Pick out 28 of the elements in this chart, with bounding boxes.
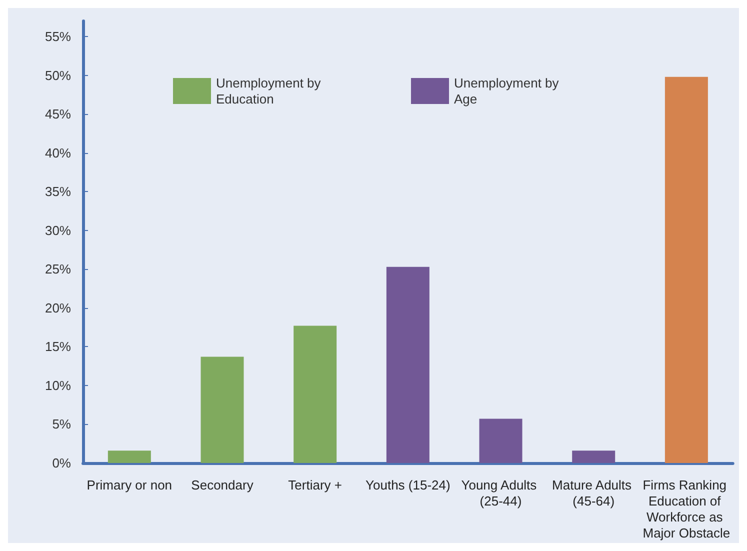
y-tick-label: 15% [44,339,72,354]
y-tick-label: 10% [44,378,72,393]
x-tick-label: Tertiary + [288,478,342,492]
y-tick-label: 5% [52,416,72,432]
y-tick-label: 50% [44,68,72,83]
x-tick-label: Primary or non [86,478,172,492]
y-tick-label: 55% [44,29,72,44]
bar [294,326,337,463]
y-tick-label: 40% [44,145,72,160]
y-tick-label: 25% [44,262,72,277]
bar [108,450,151,463]
x-tick-label: Young Adults (25-44) [461,478,540,508]
legend-label: Unemployment by Age [454,76,562,106]
y-tick-label: 0% [52,456,72,470]
bar [479,418,522,463]
x-tick-label: Firms Ranking Education of Workforce as Major Obstacle [642,478,730,540]
y-tick-label: 45% [44,106,72,122]
bar [386,266,430,463]
legend-label: Unemployment by Education [216,76,324,106]
y-tick-label: 35% [44,184,72,200]
bar [572,450,616,463]
x-tick-label: Mature Adults (45-64) [552,478,636,508]
bar [664,76,708,463]
y-tick-label: 30% [44,222,72,238]
x-tick-label: Secondary [191,478,254,492]
y-tick-label: 20% [44,300,72,316]
x-tick-label: Youths (15-24) [366,478,450,492]
bar [200,356,244,463]
